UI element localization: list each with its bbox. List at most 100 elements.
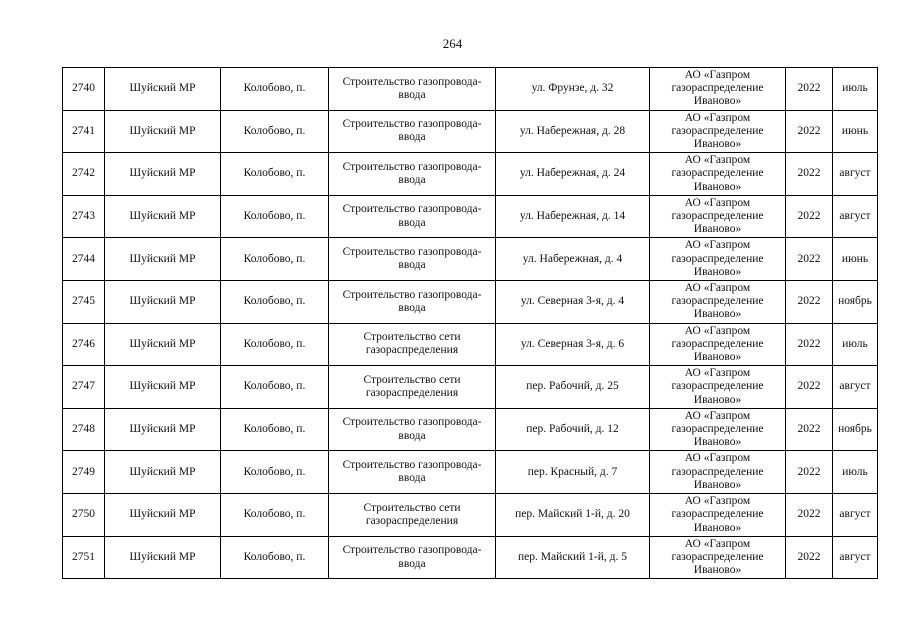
cell-year: 2022: [785, 535, 833, 580]
cell-organization: АО «Газпром газораспределение Иваново»: [649, 493, 786, 537]
cell-month: ноябрь: [832, 280, 878, 324]
cell-month: июль: [832, 67, 878, 111]
cell-row-number: 2751: [62, 535, 105, 580]
cell-row-number: 2745: [62, 280, 105, 324]
cell-settlement: Колобово, п.: [220, 322, 329, 367]
cell-settlement: Колобово, п.: [220, 152, 329, 196]
table-row: 2742 Шуйский МР Колобово, п. Строительст…: [62, 152, 878, 196]
construction-registry-table: 2740 Шуйский МР Колобово, п. Строительст…: [62, 67, 878, 580]
table-row: 2743 Шуйский МР Колобово, п. Строительст…: [62, 194, 878, 239]
cell-district: Шуйский МР: [104, 280, 221, 324]
table-row: 2749 Шуйский МР Колобово, п. Строительст…: [62, 450, 878, 495]
cell-address: пер. Красный, д. 7: [495, 450, 650, 495]
cell-work-type: Строительство газопровода-ввода: [328, 407, 496, 452]
cell-organization: АО «Газпром газораспределение Иваново»: [649, 109, 786, 154]
cell-row-number: 2740: [62, 67, 105, 111]
cell-address: ул. Набережная, д. 24: [495, 152, 650, 196]
cell-month: июнь: [832, 109, 878, 154]
cell-work-type: Строительство газопровода-ввода: [328, 194, 496, 239]
cell-settlement: Колобово, п.: [220, 535, 329, 580]
cell-year: 2022: [785, 152, 833, 196]
cell-row-number: 2746: [62, 322, 105, 367]
cell-row-number: 2743: [62, 194, 105, 239]
cell-settlement: Колобово, п.: [220, 493, 329, 537]
cell-row-number: 2748: [62, 407, 105, 452]
table-body: 2740 Шуйский МР Колобово, п. Строительст…: [62, 67, 878, 580]
table-row: 2747 Шуйский МР Колобово, п. Строительст…: [62, 365, 878, 409]
cell-organization: АО «Газпром газораспределение Иваново»: [649, 535, 786, 580]
cell-year: 2022: [785, 407, 833, 452]
cell-month: август: [832, 194, 878, 239]
cell-settlement: Колобово, п.: [220, 450, 329, 495]
cell-work-type: Строительство газопровода-ввода: [328, 280, 496, 324]
cell-work-type: Строительство газопровода-ввода: [328, 535, 496, 580]
cell-settlement: Колобово, п.: [220, 109, 329, 154]
cell-work-type: Строительство газопровода-ввода: [328, 237, 496, 282]
table-row: 2746 Шуйский МР Колобово, п. Строительст…: [62, 322, 878, 367]
cell-organization: АО «Газпром газораспределение Иваново»: [649, 237, 786, 282]
cell-year: 2022: [785, 365, 833, 409]
cell-year: 2022: [785, 450, 833, 495]
cell-row-number: 2744: [62, 237, 105, 282]
cell-row-number: 2742: [62, 152, 105, 196]
cell-settlement: Колобово, п.: [220, 237, 329, 282]
table-row: 2744 Шуйский МР Колобово, п. Строительст…: [62, 237, 878, 282]
cell-row-number: 2749: [62, 450, 105, 495]
cell-year: 2022: [785, 67, 833, 111]
cell-district: Шуйский МР: [104, 109, 221, 154]
cell-district: Шуйский МР: [104, 194, 221, 239]
cell-month: август: [832, 152, 878, 196]
cell-address: ул. Набережная, д. 4: [495, 237, 650, 282]
table-row: 2748 Шуйский МР Колобово, п. Строительст…: [62, 407, 878, 452]
table-row: 2740 Шуйский МР Колобово, п. Строительст…: [62, 67, 878, 111]
cell-year: 2022: [785, 280, 833, 324]
cell-address: пер. Майский 1-й, д. 5: [495, 535, 650, 580]
cell-month: июль: [832, 322, 878, 367]
cell-month: июль: [832, 450, 878, 495]
cell-row-number: 2750: [62, 493, 105, 537]
cell-organization: АО «Газпром газораспределение Иваново»: [649, 322, 786, 367]
cell-year: 2022: [785, 194, 833, 239]
cell-year: 2022: [785, 237, 833, 282]
cell-work-type: Строительство газопровода-ввода: [328, 109, 496, 154]
cell-district: Шуйский МР: [104, 493, 221, 537]
cell-work-type: Строительство газопровода-ввода: [328, 67, 496, 111]
cell-district: Шуйский МР: [104, 365, 221, 409]
cell-work-type: Строительство газопровода-ввода: [328, 450, 496, 495]
cell-settlement: Колобово, п.: [220, 194, 329, 239]
cell-address: пер. Рабочий, д. 25: [495, 365, 650, 409]
page-number: 264: [442, 36, 463, 51]
cell-month: август: [832, 535, 878, 580]
table-row: 2751 Шуйский МР Колобово, п. Строительст…: [62, 535, 878, 580]
cell-work-type: Строительство сети газораспределения: [328, 493, 496, 537]
cell-organization: АО «Газпром газораспределение Иваново»: [649, 407, 786, 452]
cell-address: ул. Набережная, д. 28: [495, 109, 650, 154]
cell-month: август: [832, 493, 878, 537]
cell-year: 2022: [785, 322, 833, 367]
cell-district: Шуйский МР: [104, 237, 221, 282]
cell-organization: АО «Газпром газораспределение Иваново»: [649, 152, 786, 196]
cell-address: ул. Северная 3-я, д. 4: [495, 280, 650, 324]
cell-work-type: Строительство сети газораспределения: [328, 365, 496, 409]
cell-address: ул. Северная 3-я, д. 6: [495, 322, 650, 367]
cell-district: Шуйский МР: [104, 152, 221, 196]
cell-organization: АО «Газпром газораспределение Иваново»: [649, 365, 786, 409]
cell-address: ул. Фрунзе, д. 32: [495, 67, 650, 111]
cell-row-number: 2741: [62, 109, 105, 154]
cell-month: июнь: [832, 237, 878, 282]
cell-work-type: Строительство сети газораспределения: [328, 322, 496, 367]
cell-organization: АО «Газпром газораспределение Иваново»: [649, 280, 786, 324]
cell-district: Шуйский МР: [104, 407, 221, 452]
cell-settlement: Колобово, п.: [220, 365, 329, 409]
cell-address: пер. Майский 1-й, д. 20: [495, 493, 650, 537]
cell-year: 2022: [785, 493, 833, 537]
cell-year: 2022: [785, 109, 833, 154]
cell-address: ул. Набережная, д. 14: [495, 194, 650, 239]
cell-settlement: Колобово, п.: [220, 280, 329, 324]
cell-settlement: Колобово, п.: [220, 67, 329, 111]
cell-organization: АО «Газпром газораспределение Иваново»: [649, 194, 786, 239]
table-row: 2745 Шуйский МР Колобово, п. Строительст…: [62, 280, 878, 324]
table-row: 2750 Шуйский МР Колобово, п. Строительст…: [62, 493, 878, 537]
cell-settlement: Колобово, п.: [220, 407, 329, 452]
